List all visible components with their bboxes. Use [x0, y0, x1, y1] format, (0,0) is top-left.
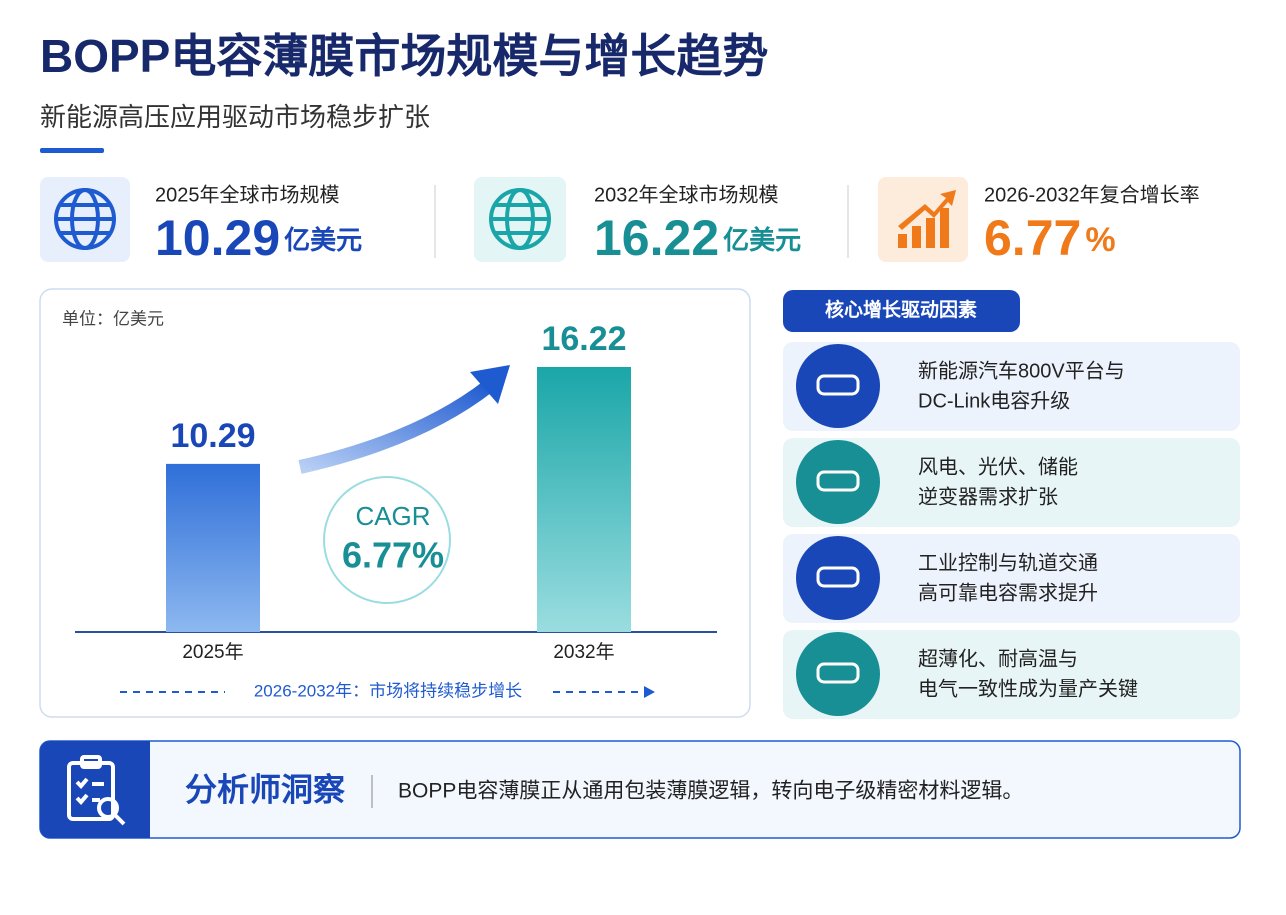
- driver-text: 新能源汽车800V平台与: [918, 359, 1125, 382]
- driver-glyph: [816, 470, 860, 492]
- arrow-head: [470, 365, 510, 404]
- driver-text: 风电、光伏、储能: [918, 455, 1078, 478]
- kpi-value: 10.29 亿美元: [155, 210, 362, 266]
- kpi-unit: %: [1085, 221, 1115, 259]
- kpi-label: 2025年全球市场规模: [155, 183, 340, 206]
- kpi-value: 6.77%: [984, 210, 1116, 266]
- driver-text: 逆变器需求扩张: [918, 485, 1058, 508]
- driver-text: 工业控制与轨道交通: [918, 551, 1098, 574]
- driver-text: 高可靠电容需求提升: [918, 581, 1098, 604]
- driver-icon: [796, 632, 880, 716]
- driver-card: [783, 438, 1240, 527]
- driver-icon: [796, 344, 880, 428]
- report-icon: [67, 755, 126, 826]
- x-tick-label: 2032年: [553, 641, 614, 663]
- kpi-value: 16.22 亿美元: [594, 210, 801, 266]
- driver-text: DC-Link电容升级: [918, 389, 1070, 412]
- unit-label: 单位：亿美元: [62, 309, 164, 328]
- driver-card: [783, 630, 1240, 719]
- driver-icon: [796, 536, 880, 620]
- globe-icon: [54, 188, 116, 250]
- driver-card: [783, 534, 1240, 623]
- kpi-unit: 亿美元: [723, 225, 801, 255]
- value-label: 10.29: [170, 417, 255, 455]
- growth-icon: [898, 190, 956, 248]
- driver-glyph: [816, 662, 860, 684]
- title: BOPP电容薄膜市场规模与增长趋势: [40, 30, 768, 82]
- drivers-title: 核心增长驱动因素: [825, 298, 977, 321]
- driver-text: 电气一致性成为量产关键: [918, 677, 1138, 700]
- chart-footnote: 2026-2032年：市场将持续稳步增长: [254, 681, 522, 700]
- bar: [166, 463, 260, 632]
- driver-glyph: [816, 374, 860, 396]
- cagr-badge: [323, 476, 451, 604]
- globe-icon: [489, 188, 551, 250]
- driver-card: [783, 342, 1240, 431]
- dash-arrow: [644, 686, 655, 698]
- drivers-pill: [783, 290, 1020, 332]
- cagr-value: 6.77%: [342, 535, 444, 576]
- driver-icon: [796, 440, 880, 524]
- subtitle: 新能源高压应用驱动市场稳步扩张: [40, 102, 430, 132]
- accent: [40, 148, 104, 153]
- kpi-label: 2032年全球市场规模: [594, 183, 779, 206]
- value-label: 16.22: [541, 320, 626, 358]
- bar: [537, 367, 631, 632]
- driver-text: 超薄化、耐高温与: [918, 647, 1078, 670]
- insight-text: BOPP电容薄膜正从通用包装薄膜逻辑，转向电子级精密材料逻辑。: [398, 780, 1023, 803]
- kpi-unit: 亿美元: [284, 225, 362, 255]
- driver-glyph: [816, 566, 860, 588]
- x-tick-label: 2025年: [182, 641, 243, 663]
- cagr-label: CAGR: [355, 501, 430, 531]
- kpi-label: 2026-2032年复合增长率: [984, 183, 1200, 206]
- growth-arrow: [298, 379, 495, 474]
- insight-title: 分析师洞察: [185, 771, 345, 807]
- kpi-icon-bg: [878, 177, 968, 262]
